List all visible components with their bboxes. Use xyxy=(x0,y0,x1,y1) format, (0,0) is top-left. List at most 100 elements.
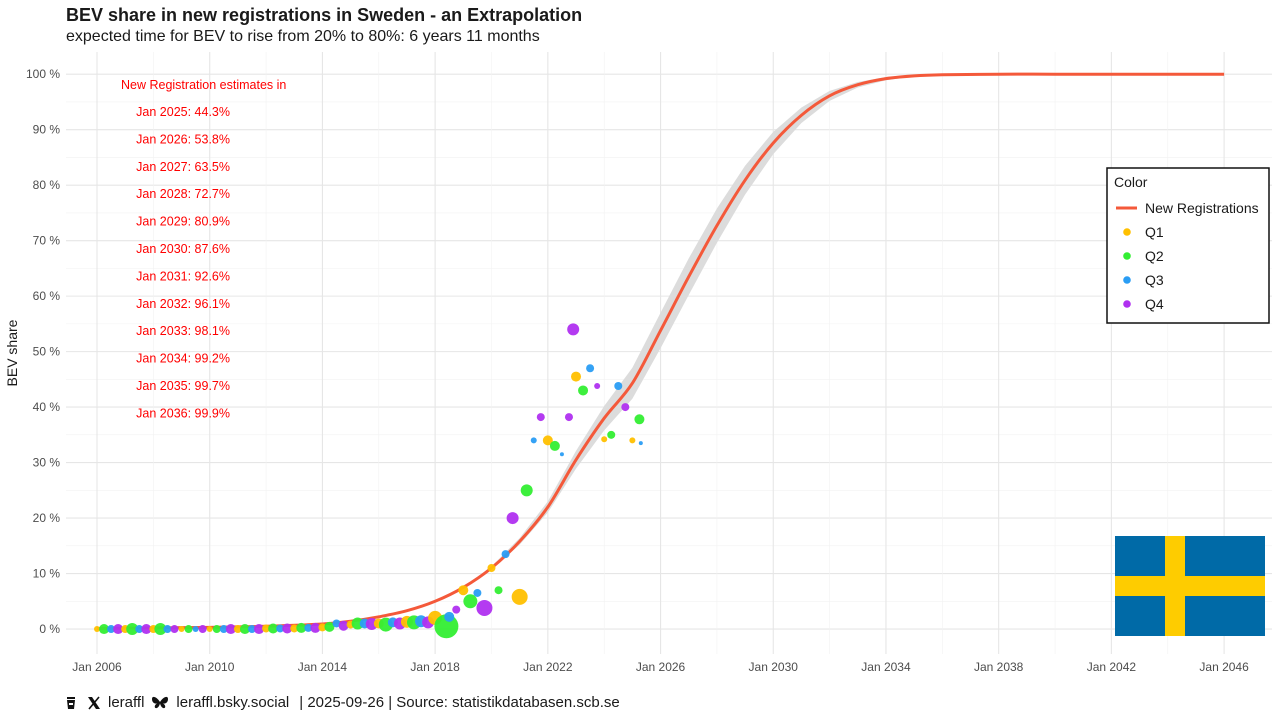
legend-box xyxy=(1106,167,1270,324)
x-tick-label: Jan 2042 xyxy=(1087,660,1137,674)
data-point-q1 xyxy=(601,436,608,443)
y-tick-label: 70 % xyxy=(33,234,61,248)
annotation-estimate: Jan 2032: 96.1% xyxy=(136,297,230,311)
legend-label: Q2 xyxy=(1145,248,1164,264)
data-point-q3 xyxy=(247,625,256,634)
data-point-q3 xyxy=(444,611,455,622)
data-point-q2 xyxy=(634,414,645,425)
annotation-estimate: Jan 2028: 72.7% xyxy=(136,187,230,201)
data-point-q2 xyxy=(239,624,250,635)
annotation-estimate: Jan 2033: 98.1% xyxy=(136,324,230,338)
data-point-q2 xyxy=(126,623,139,636)
x-tick-label: Jan 2010 xyxy=(185,660,235,674)
annotation-estimate: Jan 2036: 99.9% xyxy=(136,406,230,420)
data-point-q2 xyxy=(520,484,533,497)
y-tick-label: 90 % xyxy=(33,123,61,137)
footer-handle-bsky: leraffl.bsky.social xyxy=(176,694,290,711)
annotation-header: New Registration estimates in xyxy=(121,78,286,92)
legend-key-point xyxy=(1123,276,1131,284)
y-tick-label: 40 % xyxy=(33,400,61,414)
data-point-q4 xyxy=(282,623,293,634)
data-point-q1 xyxy=(206,626,213,633)
data-point-q1 xyxy=(458,585,469,596)
y-tick-label: 20 % xyxy=(33,511,61,525)
x-logo-icon xyxy=(88,695,100,710)
data-point-q3 xyxy=(638,441,643,446)
data-point-q4 xyxy=(141,624,152,635)
x-tick-label: Jan 2022 xyxy=(523,660,573,674)
data-point-q4 xyxy=(254,624,265,635)
annotation-estimate: Jan 2031: 92.6% xyxy=(136,269,230,283)
annotation-estimate: Jan 2027: 63.5% xyxy=(136,160,230,174)
data-point-q3 xyxy=(107,625,116,634)
legend-key-point xyxy=(1123,228,1131,236)
data-point-q1 xyxy=(629,437,636,444)
y-axis-ticks: 0 % 10 % 20 % 30 % 40 % 50 % 60 % 70 % 80 % 90 % 1… xyxy=(26,67,60,636)
data-point-q4 xyxy=(536,413,545,422)
data-point-q3 xyxy=(586,364,595,373)
legend-label: Q3 xyxy=(1145,272,1164,288)
data-point-q4 xyxy=(338,620,349,631)
footer-handle-x: leraffl xyxy=(108,694,145,711)
data-point-q2 xyxy=(324,621,335,632)
legend-key-point xyxy=(1123,252,1131,260)
x-tick-label: Jan 2026 xyxy=(636,660,686,674)
data-point-q4 xyxy=(452,605,461,614)
legend-label: New Registrations xyxy=(1145,200,1259,216)
data-point-q4 xyxy=(564,413,573,422)
x-axis-ticks: Jan 2006 Jan 2010 Jan 2014 Jan 2018 Jan 2022… xyxy=(72,660,1249,674)
plot-background xyxy=(66,52,1272,654)
x-tick-label: Jan 2006 xyxy=(72,660,122,674)
data-point-q2 xyxy=(296,622,307,633)
sweden-flag-logo xyxy=(1115,536,1265,636)
bluesky-butterfly-icon xyxy=(152,696,169,708)
data-point-q4 xyxy=(621,403,630,412)
annotation-estimate: Jan 2026: 53.8% xyxy=(136,132,230,146)
legend-key-point xyxy=(1123,300,1131,308)
chart-subtitle: expected time for BEV to rise from 20% t… xyxy=(66,28,540,45)
data-point-q1 xyxy=(93,626,100,633)
data-point-q2 xyxy=(549,440,560,451)
data-point-q4 xyxy=(113,624,124,635)
data-point-q3 xyxy=(473,588,482,597)
annotation-estimate: Jan 2029: 80.9% xyxy=(136,215,230,229)
data-point-q3 xyxy=(219,625,228,634)
data-point-q1 xyxy=(511,588,528,605)
x-tick-label: Jan 2030 xyxy=(749,660,799,674)
data-point-q3 xyxy=(135,625,144,634)
data-point-q1 xyxy=(290,624,299,633)
x-tick-label: Jan 2018 xyxy=(410,660,460,674)
data-point-q3 xyxy=(276,624,285,633)
data-point-q2 xyxy=(494,586,503,595)
data-point-q4 xyxy=(310,622,321,633)
y-tick-label: 100 % xyxy=(26,67,60,81)
data-point-q3 xyxy=(304,623,313,632)
y-tick-label: 50 % xyxy=(33,345,61,359)
data-point-q1 xyxy=(318,623,327,632)
data-point-q3 xyxy=(163,625,172,634)
data-point-q3 xyxy=(332,619,341,628)
legend: Color New Registrations Q1 Q2 Q3 Q4 xyxy=(1106,167,1270,324)
plot-panel xyxy=(66,52,1272,654)
data-point-q2 xyxy=(212,625,221,634)
data-point-q4 xyxy=(594,383,601,390)
chart-title: BEV share in new registrations in Sweden… xyxy=(66,5,583,25)
data-point-q2 xyxy=(463,594,478,609)
annotation-estimate: Jan 2025: 44.3% xyxy=(136,105,230,119)
data-point-q3 xyxy=(614,382,623,391)
data-point-q3 xyxy=(559,452,564,457)
x-tick-label: Jan 2034 xyxy=(861,660,911,674)
data-point-q3 xyxy=(192,626,199,633)
annotation-estimate: Jan 2034: 99.2% xyxy=(136,352,230,366)
y-tick-label: 60 % xyxy=(33,289,61,303)
data-point-q3 xyxy=(501,550,510,559)
data-point-q2 xyxy=(99,624,110,635)
data-point-q2 xyxy=(607,430,616,439)
x-tick-label: Jan 2046 xyxy=(1199,660,1249,674)
data-point-q2 xyxy=(154,623,167,636)
data-point-q2 xyxy=(578,385,589,396)
data-point-q2 xyxy=(351,617,364,630)
data-point-q4 xyxy=(476,599,493,616)
data-point-q1 xyxy=(178,626,185,633)
y-tick-label: 10 % xyxy=(33,567,61,581)
